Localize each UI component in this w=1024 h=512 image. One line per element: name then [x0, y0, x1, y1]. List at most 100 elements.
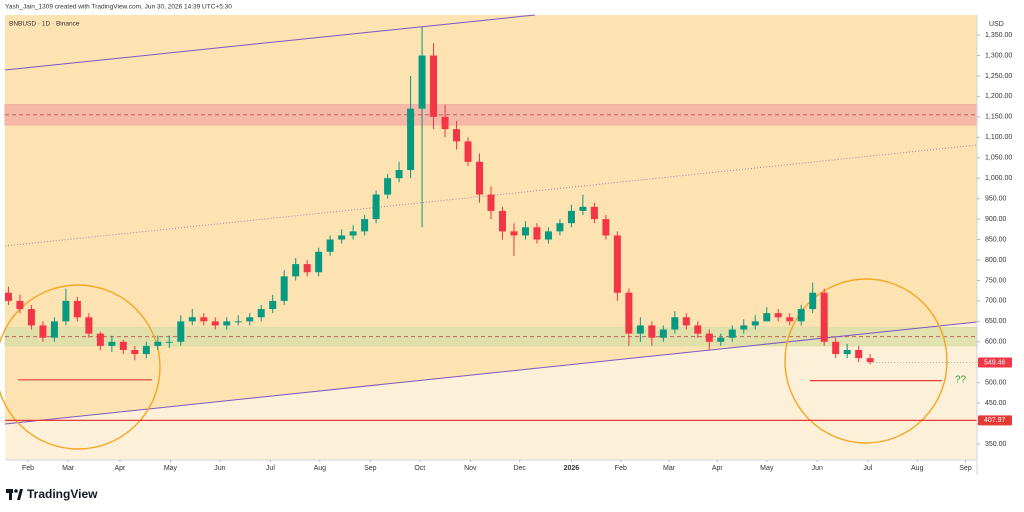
candle-body	[108, 341, 116, 346]
candle-body	[590, 206, 598, 220]
candle-body	[602, 219, 610, 236]
lower-region	[5, 322, 977, 460]
candle-body	[786, 317, 794, 322]
candle-body	[453, 129, 461, 142]
candle-body	[441, 116, 449, 130]
upper-trendline	[4, 14, 536, 71]
candle-body	[16, 300, 24, 310]
symbol-title: BNBUSD · 1D · Binance	[9, 21, 80, 28]
candle-body	[269, 300, 277, 310]
price-axis-bg	[977, 15, 1024, 460]
price-label: 549.46	[984, 359, 1006, 366]
y-tick-label: 1,300.00	[985, 52, 1012, 59]
y-tick-label: 500.00	[985, 380, 1007, 387]
y-tick-label: 850.00	[985, 236, 1007, 243]
y-tick-label: 1,250.00	[985, 73, 1012, 80]
candle-body	[613, 235, 621, 293]
x-tick-label: 2026	[564, 465, 580, 472]
candle-body	[234, 321, 242, 323]
candle-body	[315, 251, 323, 273]
candle-body	[510, 231, 518, 236]
candle-body	[476, 161, 484, 195]
x-tick-label: Sep	[959, 465, 972, 472]
candle-body	[119, 341, 127, 350]
candle-body	[200, 317, 208, 322]
candle-body	[154, 341, 162, 346]
x-tick-label: Mar	[663, 465, 676, 472]
candle-body	[188, 317, 196, 322]
y-tick-label: 750.00	[985, 277, 1007, 284]
price-label: 407.97	[984, 417, 1006, 424]
y-tick-label: 650.00	[985, 318, 1007, 325]
y-tick-label: 1,000.00	[985, 175, 1012, 182]
currency: USD	[989, 21, 1004, 28]
y-tick-label: 1,200.00	[985, 93, 1012, 100]
header: Yash_Jain_1309 created with TradingView.…	[5, 4, 232, 11]
x-tick-label: Oct	[414, 465, 425, 472]
candle-body	[832, 341, 840, 355]
candle-body	[211, 321, 219, 326]
candle-body	[246, 317, 254, 322]
candle-body	[349, 231, 357, 236]
candle-body	[705, 333, 713, 342]
x-tick-label: May	[164, 465, 178, 472]
candle-body	[407, 108, 415, 171]
circle-left	[0, 284, 161, 450]
price-label-bg	[978, 415, 1012, 426]
candle-body	[521, 227, 529, 236]
candle-body	[430, 55, 438, 117]
candle-body	[257, 309, 265, 318]
candle-body	[131, 349, 139, 355]
y-tick-label: 800.00	[985, 257, 1007, 264]
y-tick-label: 1,050.00	[985, 155, 1012, 162]
candle-body	[27, 309, 35, 326]
y-tick-label: 1,150.00	[985, 114, 1012, 121]
candle-body	[682, 317, 690, 326]
candle-body	[636, 325, 644, 334]
candle-body	[751, 321, 759, 326]
candle-body	[866, 358, 874, 363]
y-tick-label: 600.00	[985, 339, 1007, 346]
candle-body	[223, 321, 231, 326]
candle-body	[625, 292, 633, 334]
candle-body	[544, 231, 552, 240]
candle-body	[717, 337, 725, 342]
x-tick-label: Sep	[364, 465, 377, 472]
candle-body	[740, 325, 748, 330]
logo-part	[17, 489, 23, 500]
candle-body	[4, 292, 12, 301]
x-tick-label: Apr	[712, 465, 724, 472]
mid-trendline	[4, 144, 978, 247]
candle-body	[280, 276, 288, 301]
logo-part	[6, 489, 13, 493]
x-tick-label: Nov	[464, 465, 477, 472]
lower-trendline	[4, 321, 978, 425]
y-tick-label: 700.00	[985, 298, 1007, 305]
candle-body	[338, 235, 346, 240]
candle-body	[820, 292, 828, 342]
candle-body	[567, 210, 575, 224]
candle-body	[73, 300, 81, 318]
candle-body	[177, 321, 185, 342]
candle-body	[85, 317, 93, 334]
x-tick-label: Dec	[513, 465, 526, 472]
candle-body	[556, 223, 564, 232]
candle-body	[809, 292, 817, 310]
circle-right	[784, 278, 948, 444]
x-tick-label: Apr	[114, 465, 126, 472]
x-tick-label: Jun	[812, 465, 823, 472]
candle-body	[579, 206, 587, 211]
x-tick-label: Aug	[911, 465, 924, 472]
x-tick-label: Jul	[266, 465, 275, 472]
logo-part	[9, 493, 12, 500]
candle-body	[418, 55, 426, 109]
candle-body	[533, 227, 541, 240]
candle-body	[774, 313, 782, 318]
candle-body	[303, 264, 311, 273]
candle-body	[142, 345, 150, 355]
candle-body	[694, 325, 702, 334]
candle-body	[50, 321, 58, 338]
candle-body	[395, 170, 403, 179]
x-tick-label: Jun	[214, 465, 225, 472]
